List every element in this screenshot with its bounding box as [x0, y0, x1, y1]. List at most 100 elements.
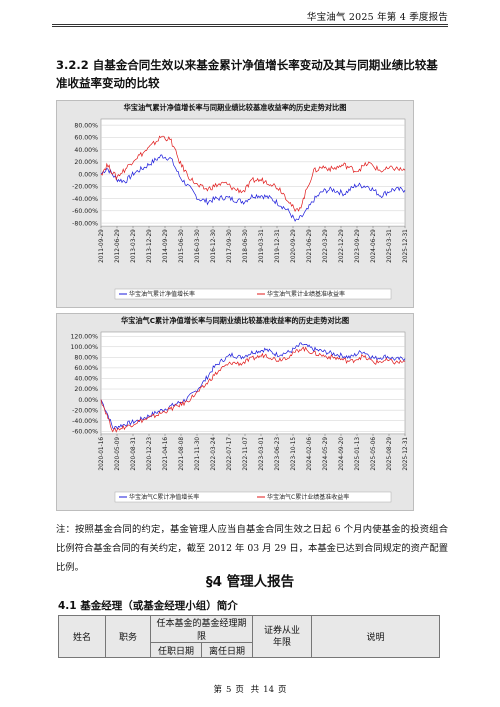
chart-title: 华宝油气C累计净值增长率与同期业绩比较基准收益率的历史走势对比图 — [120, 316, 350, 325]
page-number: 5 — [226, 685, 232, 695]
legend-label: 华宝油气累计业绩基准收益率 — [267, 290, 345, 298]
legend: 华宝油气累计净值增长率 华宝油气累计业绩基准收益率 — [114, 288, 392, 300]
footer-label: 页 — [277, 685, 287, 695]
x-tick-label: 2019-03-31 — [259, 229, 265, 263]
x-tick-label: 2022-07-17 — [227, 437, 233, 471]
chart-title: 华宝油气累计净值增长率与同期业绩比较基准收益率的历史走势对比图 — [123, 103, 347, 112]
plot-area — [100, 118, 406, 227]
x-tick-label: 2020-01-16 — [99, 437, 105, 471]
x-tick-label: 2021-08-08 — [179, 437, 185, 471]
header-rule — [52, 24, 448, 27]
x-tick-label: 2020-09-29 — [291, 229, 297, 263]
x-tick-label: 2023-10-15 — [291, 437, 297, 471]
x-tick-label: 2017-09-30 — [227, 229, 233, 263]
y-tick-label: 20.00% — [74, 159, 98, 166]
x-tick-label: 2022-03-29 — [323, 229, 329, 263]
x-tick-label: 2023-03-01 — [259, 437, 265, 471]
y-tick-label: -40.00% — [72, 196, 98, 203]
col-desc: 说明 — [311, 615, 440, 658]
legend-label: 华宝油气C累计业绩基准收益率 — [267, 493, 349, 501]
plot-area — [100, 331, 406, 435]
footer-label: 共 — [250, 685, 260, 695]
x-tick-label: 2013-12-29 — [147, 229, 153, 263]
x-tick-label: 2019-12-31 — [275, 229, 281, 263]
total-pages: 14 — [263, 685, 274, 695]
subsection-title: 4.1 基金经理（或基金经理小组）简介 — [58, 600, 238, 612]
x-tick-label: 2020-05-09 — [115, 437, 121, 471]
chapter-title: §4 管理人报告 — [205, 574, 295, 590]
y-tick-label: -60.00% — [72, 428, 98, 435]
page-header: 华宝油气 2025 年第 4 季度报告 — [306, 12, 448, 23]
chart-main-class: 华宝油气累计净值增长率与同期业绩比较基准收益率的历史走势对比图 80.00% 60… — [56, 100, 414, 308]
legend-label: 华宝油气C累计净值增长率 — [129, 493, 199, 501]
x-tick-label: 2020-12-23 — [147, 437, 153, 471]
y-tick-label: 0.00% — [78, 397, 98, 404]
x-tick-label: 2012-06-29 — [115, 229, 121, 263]
x-tick-label: 2013-03-29 — [131, 229, 137, 263]
series-line — [100, 135, 406, 213]
x-tick-label: 2023-09-29 — [355, 229, 361, 263]
manager-table: 姓名 职务 任本基金的基金经理期限 证券从业 年限 说明 任职日期 离任日期 — [58, 615, 440, 658]
x-tick-label: 2025-05-06 — [371, 437, 377, 471]
x-tick-label: 2011-09-29 — [99, 229, 105, 263]
y-tick-label: 40.00% — [74, 376, 98, 383]
col-name: 姓名 — [58, 615, 106, 658]
y-tick-label: -20.00% — [72, 407, 98, 414]
col-years-line2: 年限 — [272, 637, 291, 648]
x-tick-label: 2025-08-29 — [387, 437, 393, 471]
col-position: 职务 — [105, 615, 151, 658]
y-tick-label: 0.00% — [78, 171, 98, 178]
x-tick-label: 2021-04-16 — [163, 437, 169, 471]
x-tick-label: 2018-06-30 — [243, 229, 249, 263]
y-tick-label: 120.00% — [70, 333, 98, 340]
col-term: 任本基金的基金经理期限 — [150, 615, 253, 643]
x-tick-label: 2025-12-31 — [403, 437, 409, 471]
y-tick-label: -80.00% — [72, 220, 98, 227]
series-line — [100, 342, 406, 431]
chart-canvas: 80.00% 60.00% 40.00% 20.00% 0.00% -20.00% -40.… — [72, 118, 409, 300]
x-tick-label: 2016-03-30 — [195, 229, 201, 263]
note-paragraph: 注：按照基金合同的约定，基金管理人应当自基金合同生效之日起 6 个月内使基金的投… — [56, 524, 448, 573]
section-heading: 3.2.2 自基金合同生效以来基金累计净值增长率变动及其与同期业绩比较基准收益率… — [56, 58, 438, 90]
col-end: 离任日期 — [201, 642, 253, 658]
series-line — [100, 154, 406, 222]
legend-label: 华宝油气累计净值增长率 — [129, 290, 195, 298]
x-tick-label: 2024-06-29 — [371, 229, 377, 263]
x-tick-label: 2025-12-31 — [403, 229, 409, 263]
x-tick-label: 2022-12-29 — [339, 229, 345, 263]
x-tick-label: 2023-06-23 — [275, 437, 281, 471]
x-tick-label: 2021-11-30 — [195, 437, 201, 471]
x-tick-label: 2025-01-13 — [355, 437, 361, 471]
col-years: 证券从业 年限 — [252, 615, 312, 658]
y-tick-label: 60.00% — [74, 365, 98, 372]
x-tick-label: 2025-03-31 — [387, 229, 393, 263]
footer-label: 第 — [213, 685, 222, 695]
x-tick-label: 2015-06-30 — [179, 229, 185, 263]
x-tick-label: 2014-09-29 — [163, 229, 169, 263]
series-line — [100, 346, 406, 433]
legend-box — [114, 288, 392, 300]
y-tick-label: 60.00% — [74, 135, 98, 142]
chart-c-class: 华宝油气C累计净值增长率与同期业绩比较基准收益率的历史走势对比图 120.00%… — [56, 313, 414, 511]
x-tick-label: 2020-08-31 — [131, 437, 137, 471]
y-tick-label: 100.00% — [70, 344, 98, 351]
chart-canvas: 120.00% 100.00% 80.00% 60.00% 40.00% 20.00% 0.… — [70, 331, 409, 503]
x-tick-label: 2024-09-20 — [339, 437, 345, 471]
legend: 华宝油气C累计净值增长率 华宝油气C累计业绩基准收益率 — [114, 491, 392, 503]
x-tick-label: 2024-02-06 — [307, 437, 313, 471]
x-tick-label: 2024-05-29 — [323, 437, 329, 471]
x-tick-label: 2016-12-30 — [211, 229, 217, 263]
y-tick-label: -40.00% — [72, 418, 98, 425]
y-tick-label: 80.00% — [74, 122, 98, 129]
y-tick-label: -60.00% — [72, 208, 98, 215]
x-tick-label: 2021-06-29 — [307, 229, 313, 263]
y-tick-label: 40.00% — [74, 147, 98, 154]
legend-box — [114, 491, 392, 503]
y-tick-label: 80.00% — [74, 355, 98, 362]
col-start: 任职日期 — [150, 642, 202, 658]
x-tick-label: 2022-03-24 — [211, 437, 217, 471]
y-tick-label: 20.00% — [74, 386, 98, 393]
y-tick-label: -20.00% — [72, 184, 98, 191]
col-years-line1: 证券从业 — [263, 625, 300, 636]
